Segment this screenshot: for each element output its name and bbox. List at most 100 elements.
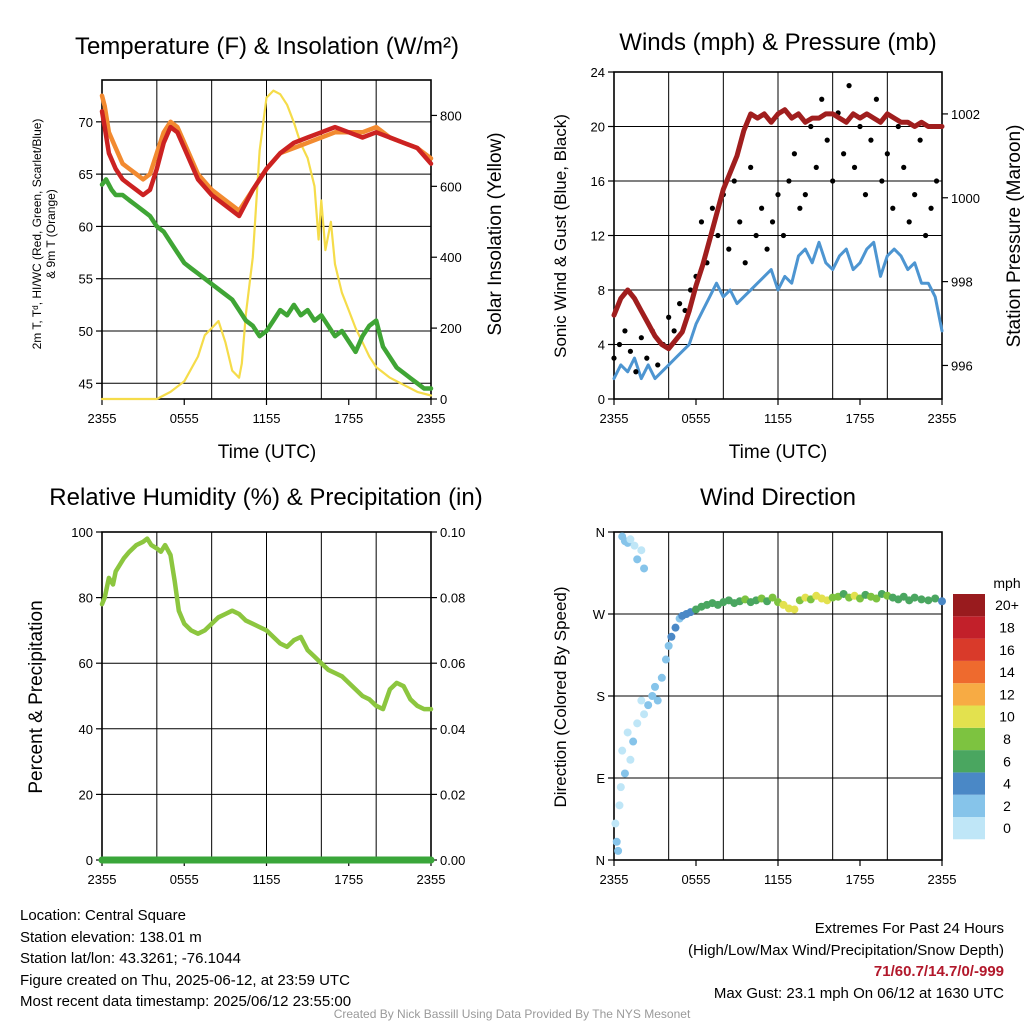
plot-frame	[613, 531, 943, 861]
tick-label-y2: 0.08	[440, 591, 465, 606]
direction-point	[657, 673, 666, 682]
gust-point	[726, 246, 732, 252]
gust-point	[671, 328, 677, 334]
direction-point	[664, 641, 673, 650]
direction-point	[611, 819, 620, 828]
gust-point	[933, 178, 940, 184]
winds-xlabel: Time (UTC)	[729, 442, 828, 463]
direction-point	[667, 632, 676, 641]
colorbar-swatch	[953, 683, 985, 706]
tick-label-y: 40	[79, 722, 93, 737]
tick-label-y: 24	[591, 65, 605, 80]
colorbar-swatch	[953, 660, 985, 684]
colorbar-swatch	[953, 772, 985, 795]
tick-label-x: 2355	[928, 411, 957, 426]
tick-label-y2: 996	[951, 358, 973, 373]
gust-point	[633, 369, 639, 375]
direction-point	[620, 769, 629, 778]
rh-title: Relative Humidity (%) & Precipitation (i…	[49, 484, 482, 511]
extremes-subtitle: (High/Low/Max Wind/Precipitation/Snow De…	[688, 941, 1004, 959]
gust-point	[709, 205, 716, 211]
panel-dir: N E S W N 2355 0555 1155 1755 2355	[593, 525, 957, 887]
gust-point	[912, 192, 918, 198]
station-info: Location: Central Square Station elevati…	[20, 905, 351, 1013]
colorbar-label: 0	[1003, 820, 1011, 836]
gust-point	[677, 301, 683, 307]
gust-point	[753, 232, 759, 239]
direction-point	[924, 596, 933, 605]
gust-point	[731, 178, 737, 184]
tick-label-y: 16	[591, 174, 605, 189]
tick-label-y2: 0.00	[440, 853, 465, 868]
tick-label-y2: 998	[951, 275, 973, 290]
gust-point	[862, 192, 869, 198]
gust-point	[622, 328, 628, 334]
winds-y2label: Station Pressure (Maroon)	[1004, 125, 1024, 348]
direction-point	[671, 623, 680, 632]
colorbar-swatch	[953, 616, 985, 639]
tick-label-x: 1755	[334, 411, 363, 426]
temp-ylabel-1: 2m T, Tᵈ, HI/WC (Red, Green, Scarlet/Blu…	[30, 119, 44, 350]
direction-point	[614, 846, 623, 855]
tick-label-x: 2355	[600, 411, 629, 426]
gust-point	[655, 362, 661, 368]
gust-point	[802, 192, 808, 198]
dir-ylabel: Direction (Colored By Speed)	[551, 586, 570, 807]
info-location: Location: Central Square	[20, 907, 186, 924]
panel-temp: 45 50 55 60 65 70 0 200 400 600 800 2355 0555 1155 175…	[79, 79, 462, 426]
tick-label-y: 8	[598, 283, 605, 298]
tick-label-y: 100	[71, 525, 93, 540]
plot-frame	[613, 71, 943, 400]
gust-point	[879, 178, 885, 184]
tick-label-x: 2355	[88, 872, 117, 887]
gust-point	[895, 123, 901, 130]
colorbar-label: 12	[999, 686, 1015, 702]
temp-ylabel-2: & 9m T (Orange)	[44, 189, 58, 279]
direction-point	[618, 746, 627, 755]
colorbar-swatch	[953, 794, 985, 817]
panel-rh: 0 20 40 60 80 100 0.00 0.02 0.04 0.06 0.08 0.10 2355…	[71, 525, 465, 887]
tick-label-y2: 1002	[951, 107, 980, 122]
direction-point	[630, 541, 639, 550]
gust-point	[791, 151, 798, 157]
tick-label-x: 1755	[334, 872, 363, 887]
tick-label-y2: 0.10	[440, 525, 465, 540]
tick-label-y2: 0	[440, 392, 447, 407]
gust-point	[873, 96, 880, 102]
info-created: Figure created on Thu, 2025-06-12, at 23…	[20, 971, 350, 989]
direction-point	[637, 546, 646, 555]
tick-label-x: 2355	[417, 872, 446, 887]
colorbar-label: 8	[1003, 731, 1011, 747]
gust-point	[884, 151, 890, 157]
gust-point	[698, 219, 705, 225]
tick-label-y: 60	[79, 219, 93, 234]
temp-title: Temperature (F) & Insolation (W/m²)	[75, 33, 459, 60]
colorbar-label: 14	[999, 664, 1015, 680]
tick-label-x: 0555	[682, 872, 711, 887]
direction-point	[651, 682, 659, 691]
tick-label-x: 1155	[253, 872, 281, 887]
tick-label-y: 65	[79, 167, 93, 182]
tick-label-y: 70	[79, 115, 93, 130]
series-dewpoint	[99, 177, 434, 391]
gust-point	[851, 164, 858, 170]
gust-point	[868, 137, 874, 143]
gust-point	[901, 164, 907, 170]
tick-label-x: 1155	[253, 411, 281, 426]
gust-point	[638, 335, 644, 341]
direction-point	[626, 535, 635, 544]
colorbar-swatch	[953, 817, 985, 840]
tick-label-y: 55	[79, 272, 93, 287]
direction-point	[872, 594, 881, 603]
tick-label-y: S	[596, 689, 605, 704]
credit-line: Created By Nick Bassill Using Data Provi…	[333, 1007, 691, 1021]
gust-point	[666, 314, 672, 320]
winds-ylabel: Sonic Wind & Gust (Blue, Black)	[551, 114, 570, 358]
tick-label-y: 45	[79, 376, 93, 391]
colorbar-title: mph	[993, 575, 1020, 591]
direction-point	[648, 692, 657, 700]
tick-label-x: 2355	[88, 411, 117, 426]
tick-label-x: 1755	[846, 872, 875, 887]
gust-point	[928, 205, 934, 211]
panel-winds: 0 4 8 12 16 20 24 996 998 1000 1002 2355 0555 1155 175…	[591, 65, 980, 426]
